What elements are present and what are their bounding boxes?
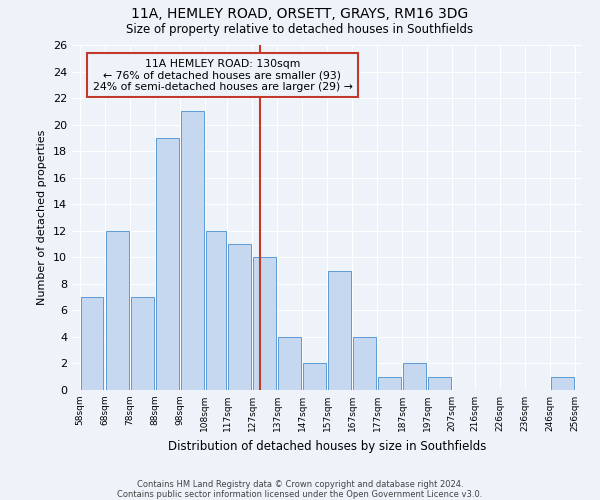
Bar (303, 364, 326, 390)
Bar (80, 297, 103, 390)
Bar (403, 364, 426, 390)
Bar (551, 376, 574, 390)
Bar (205, 231, 226, 390)
Y-axis label: Number of detached properties: Number of detached properties (37, 130, 47, 305)
Bar (131, 297, 154, 390)
Text: 11A HEMLEY ROAD: 130sqm
← 76% of detached houses are smaller (93)
24% of semi-de: 11A HEMLEY ROAD: 130sqm ← 76% of detache… (92, 59, 352, 92)
Bar (353, 337, 376, 390)
Bar (106, 231, 128, 390)
Bar (278, 337, 301, 390)
Bar (428, 376, 451, 390)
Text: Contains HM Land Registry data © Crown copyright and database right 2024.
Contai: Contains HM Land Registry data © Crown c… (118, 480, 482, 499)
Bar (155, 138, 179, 390)
Bar (253, 258, 276, 390)
Bar (378, 376, 401, 390)
Text: 11A, HEMLEY ROAD, ORSETT, GRAYS, RM16 3DG: 11A, HEMLEY ROAD, ORSETT, GRAYS, RM16 3D… (131, 8, 469, 22)
Bar (328, 270, 351, 390)
X-axis label: Distribution of detached houses by size in Southfields: Distribution of detached houses by size … (168, 440, 486, 452)
Bar (181, 112, 203, 390)
Bar (228, 244, 251, 390)
Text: Size of property relative to detached houses in Southfields: Size of property relative to detached ho… (127, 22, 473, 36)
